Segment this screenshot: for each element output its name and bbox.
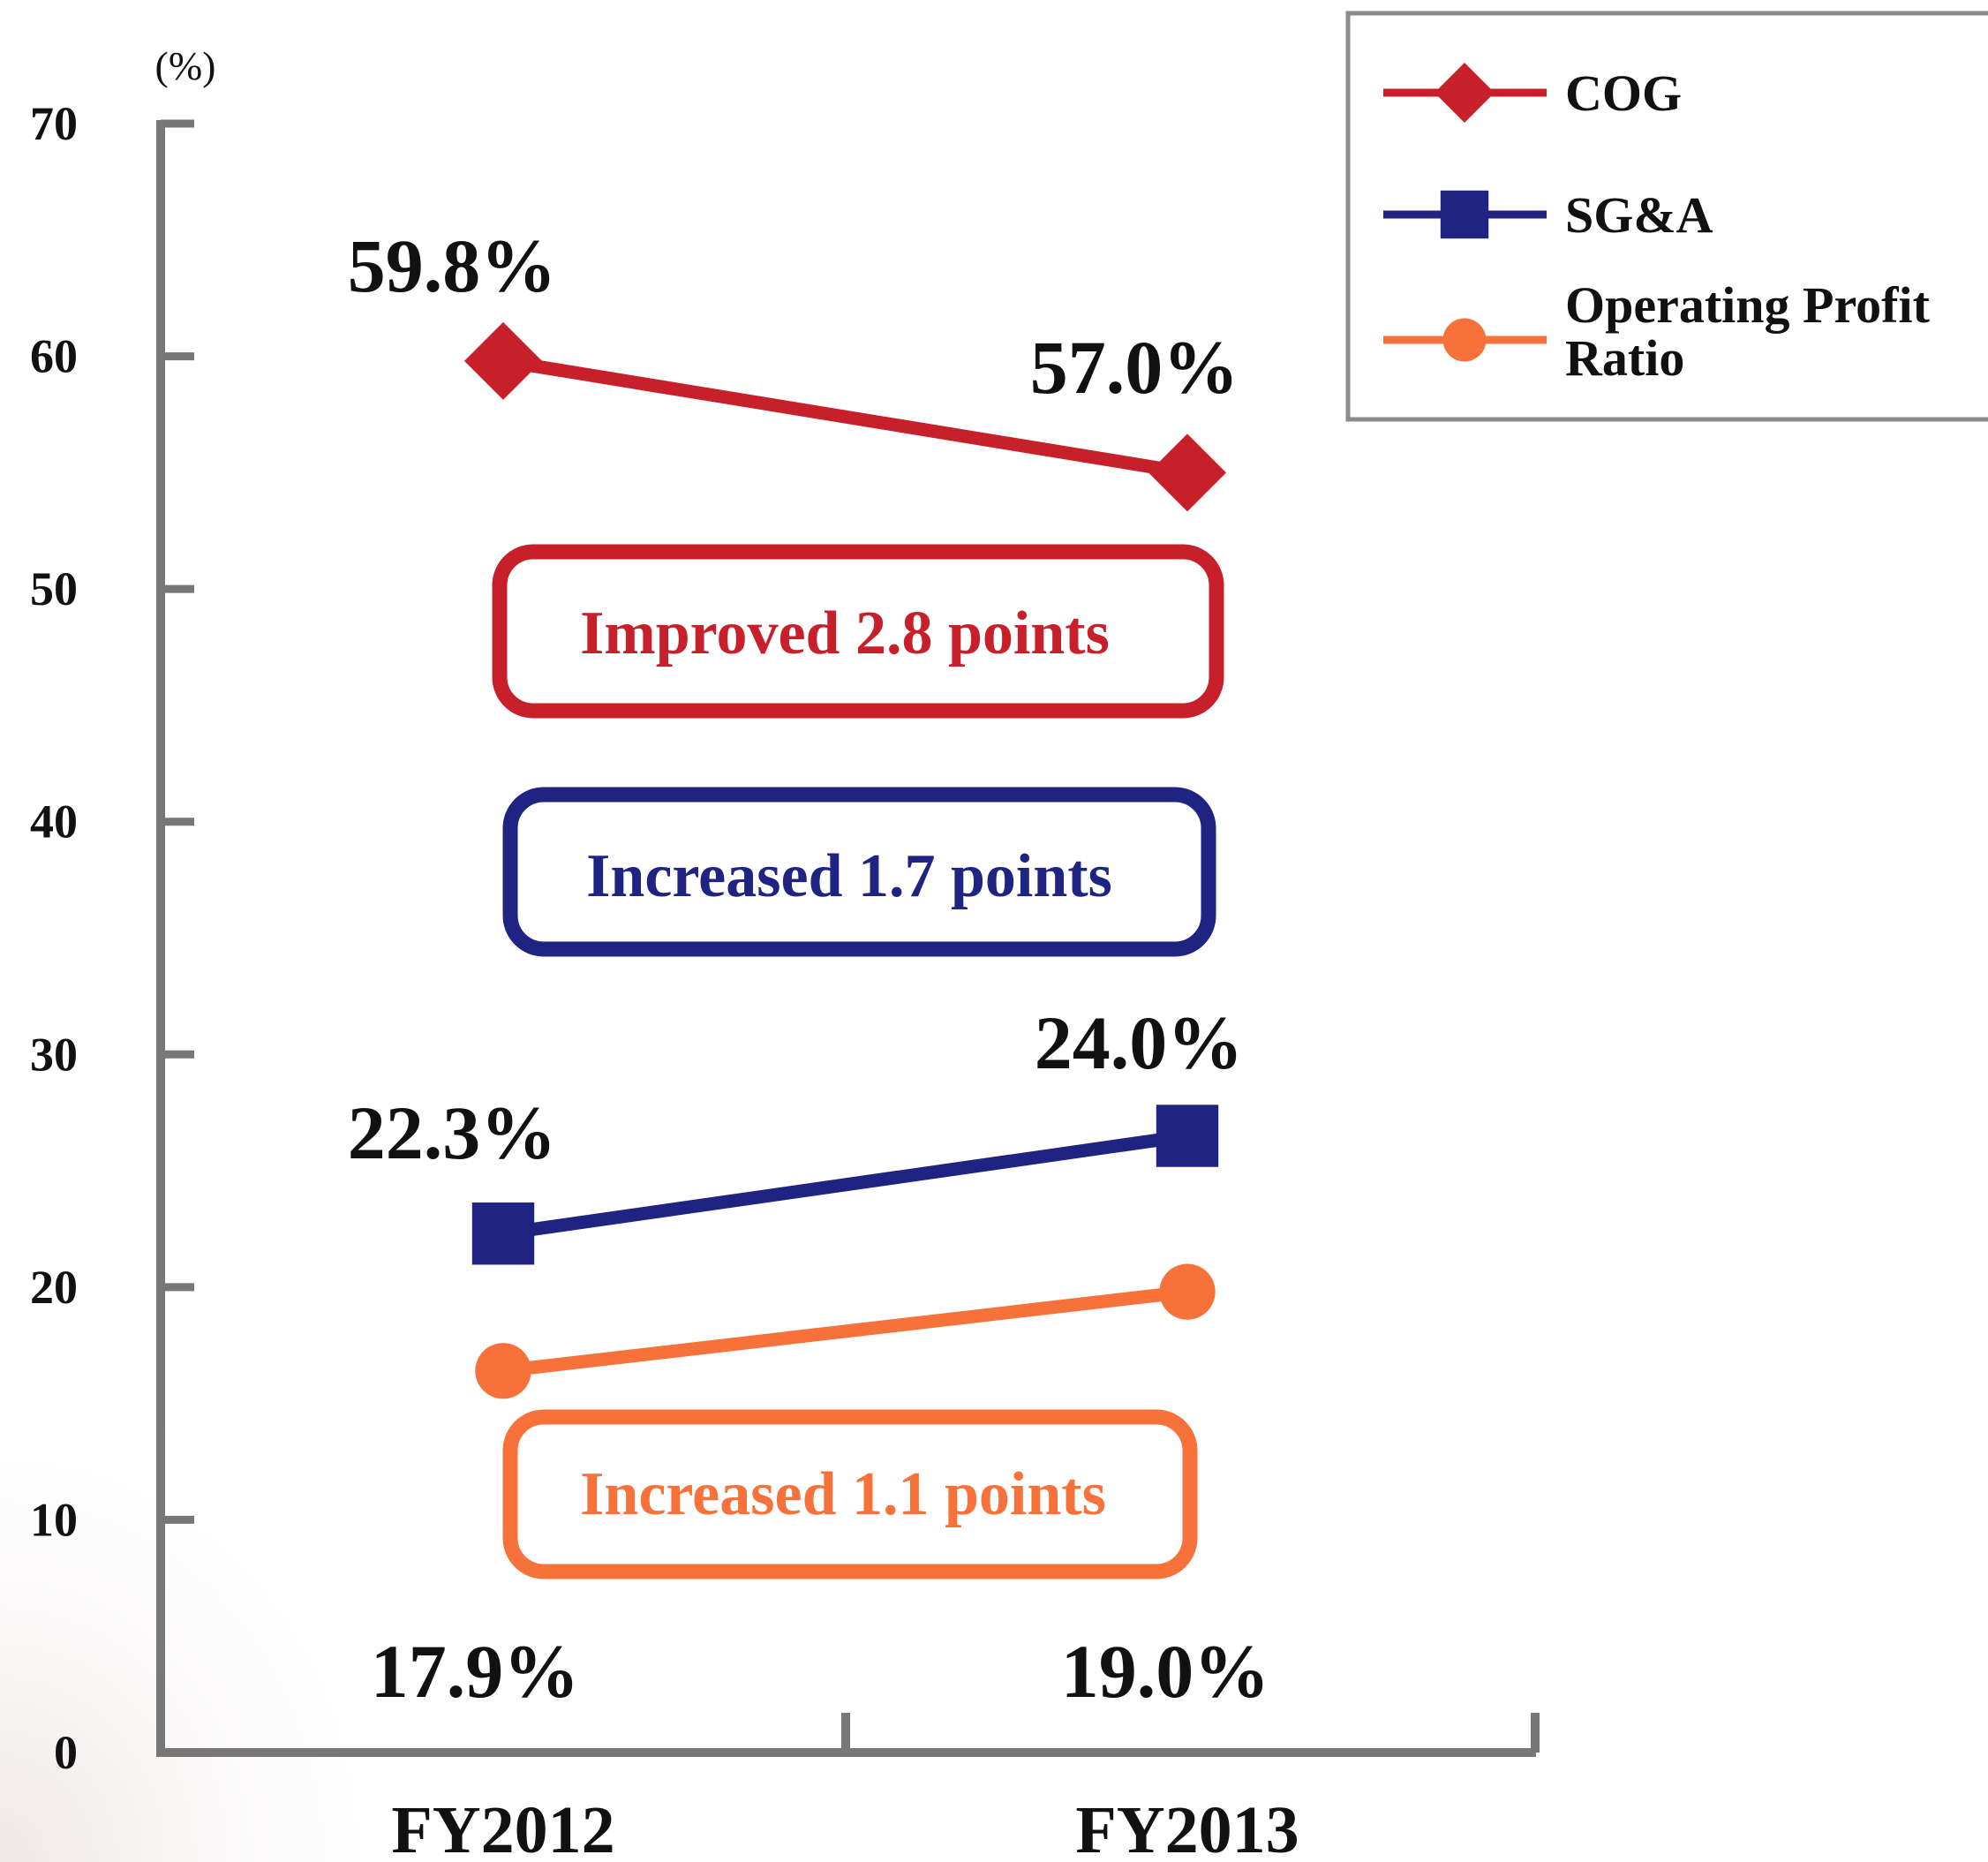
callout-box — [502, 1409, 1198, 1579]
data-label: 17.9% — [371, 1629, 580, 1714]
data-label: 24.0% — [1035, 1000, 1244, 1085]
legend-entry-label: SG&A — [1565, 186, 1713, 244]
series-line — [496, 1285, 1194, 1378]
data-point-circle — [1159, 1263, 1216, 1320]
legend-entry-label: Operating Profit — [1565, 276, 1931, 334]
y-tick-label: 0 — [54, 1726, 78, 1779]
data-point-diamond — [1148, 433, 1226, 512]
legend-entry-label: COG — [1565, 64, 1682, 122]
callout-text: Increased 1.1 points — [580, 1460, 1106, 1528]
series-line — [496, 1129, 1194, 1240]
y-tick-label: 40 — [30, 795, 78, 848]
callout-box — [502, 787, 1216, 957]
data-point-square — [1156, 1104, 1219, 1167]
callout-box — [492, 544, 1224, 719]
data-label: 19.0% — [1061, 1629, 1270, 1714]
data-label: 22.3% — [348, 1090, 557, 1175]
data-labels: 59.8% 57.0% 22.3% 24.0% 17.9% 19.0% — [348, 223, 1270, 1714]
callout-text: Increased 1.7 points — [586, 842, 1112, 910]
data-point-diamond — [1435, 63, 1495, 123]
x-tick-label: FY2012 — [391, 1793, 614, 1862]
data-point-diamond — [464, 321, 542, 400]
y-tick-label: 20 — [30, 1261, 78, 1314]
y-tick-label: 30 — [30, 1028, 78, 1081]
axes: 0 10 20 30 40 50 60 70 (%) FY2012 FY2013 — [30, 43, 1540, 1862]
x-tick-label: FY2013 — [1075, 1793, 1299, 1862]
y-tick-label: 10 — [30, 1493, 78, 1546]
data-point-square — [1440, 190, 1489, 239]
data-point-square — [471, 1202, 535, 1265]
y-tick-label: 60 — [30, 330, 78, 383]
data-label: 57.0% — [1030, 325, 1239, 410]
series-lines — [464, 321, 1226, 1399]
legend-entry-label: Ratio — [1565, 329, 1684, 387]
y-axis-unit-label: (%) — [155, 43, 216, 88]
data-point-circle — [1442, 318, 1487, 362]
series-line — [496, 354, 1194, 479]
callout-text: Improved 2.8 points — [580, 599, 1110, 667]
data-label: 59.8% — [348, 223, 557, 308]
y-tick-label: 50 — [30, 562, 78, 615]
y-tick-label: 70 — [30, 97, 78, 150]
data-point-circle — [475, 1343, 531, 1399]
callouts: Improved 2.8 points Increased 1.7 points I… — [492, 544, 1224, 1579]
